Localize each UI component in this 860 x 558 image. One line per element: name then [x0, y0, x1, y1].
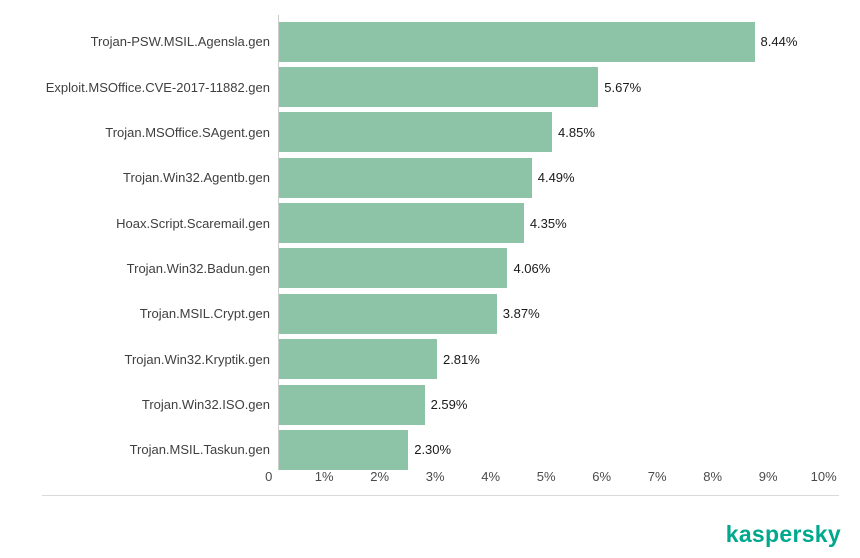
category-label: Trojan.MSOffice.SAgent.gen: [105, 124, 270, 140]
value-label: 3.87%: [502, 306, 540, 322]
bar: [278, 112, 553, 153]
category-label: Trojan.Win32.Kryptik.gen: [124, 351, 270, 367]
x-axis-tick-label: 3%: [425, 469, 445, 484]
category-label: Trojan-PSW.MSIL.Agensla.gen: [90, 34, 270, 50]
bar: [278, 293, 497, 334]
x-axis-tick-label: 4%: [481, 469, 501, 484]
bar: [278, 157, 532, 198]
value-label: 5.67%: [604, 79, 642, 95]
bar: [278, 248, 508, 289]
value-label: 2.30%: [414, 442, 452, 458]
category-label: Trojan.Win32.Agentb.gen: [123, 170, 270, 186]
bar: [278, 67, 599, 108]
category-label: Trojan.MSIL.Taskun.gen: [129, 442, 270, 458]
x-axis-tick-label: 10%: [810, 469, 837, 484]
value-label: 4.85%: [558, 124, 595, 140]
value-label: 8.44%: [760, 34, 798, 50]
kaspersky-logo: kaspersky: [725, 521, 841, 547]
footer-divider: [42, 495, 839, 496]
x-axis-tick-label: 2%: [370, 469, 390, 484]
value-label: 4.06%: [513, 260, 551, 276]
bar: [278, 429, 409, 470]
value-label: 2.81%: [442, 351, 480, 367]
bar: [278, 384, 425, 425]
y-axis-baseline: [277, 15, 279, 470]
bar: [278, 21, 755, 62]
category-label: Trojan.MSIL.Crypt.gen: [139, 306, 270, 322]
x-axis-tick-label: 9%: [758, 469, 778, 484]
value-label: 4.35%: [529, 215, 567, 231]
x-axis-tick-label: 7%: [647, 469, 667, 484]
category-label: Hoax.Script.Scaremail.gen: [116, 215, 270, 231]
bar: [278, 203, 524, 244]
value-label: 4.49%: [537, 170, 575, 186]
x-axis-tick-label: 1%: [314, 469, 334, 484]
x-axis-tick-label: 6%: [592, 469, 612, 484]
category-label: Trojan.Win32.ISO.gen: [141, 397, 270, 412]
category-label: Exploit.MSOffice.CVE-2017-11882.gen: [45, 79, 270, 95]
x-axis-tick-label: 5%: [536, 469, 556, 484]
value-label: 2.59%: [430, 397, 468, 412]
x-axis-tick-label: 8%: [703, 469, 723, 484]
category-label: Trojan.Win32.Badun.gen: [126, 260, 270, 276]
x-axis-tick-label: 0: [265, 469, 273, 484]
bar: [278, 339, 437, 380]
